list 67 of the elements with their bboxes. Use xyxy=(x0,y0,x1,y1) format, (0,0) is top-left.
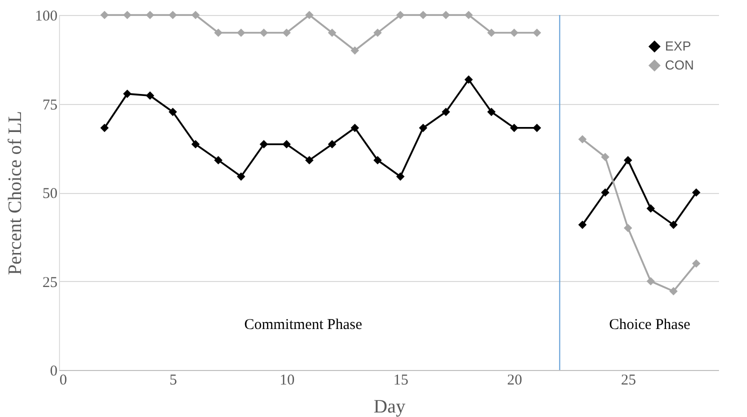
point xyxy=(692,259,700,268)
x-axis-title: Day xyxy=(374,396,406,417)
point xyxy=(692,188,700,197)
y-tick-label: 25 xyxy=(42,274,58,291)
point xyxy=(418,124,428,132)
point xyxy=(236,172,246,181)
point xyxy=(601,188,610,197)
point xyxy=(100,124,109,132)
point xyxy=(123,10,132,20)
x-tick-label: 20 xyxy=(507,372,522,388)
y-tick-label: 100 xyxy=(35,8,58,24)
x-tick-label: 10 xyxy=(280,372,295,388)
legend-label: EXP xyxy=(665,38,692,54)
point xyxy=(578,220,587,229)
point xyxy=(624,224,632,232)
point xyxy=(510,28,518,37)
point xyxy=(510,124,518,132)
point xyxy=(396,10,405,20)
x-tick-label: 25 xyxy=(620,372,636,388)
point xyxy=(646,204,655,213)
y-tick-label: 50 xyxy=(42,186,58,202)
point xyxy=(146,91,154,100)
point xyxy=(669,220,678,229)
point xyxy=(442,10,450,20)
point xyxy=(487,28,496,37)
point xyxy=(373,28,382,37)
point xyxy=(373,156,382,164)
point xyxy=(214,28,222,37)
point xyxy=(601,152,610,162)
point xyxy=(646,277,655,286)
point xyxy=(464,10,473,20)
point xyxy=(487,108,496,116)
y-axis-title: Percent Choice of LL xyxy=(5,110,26,276)
x-tick-label: 15 xyxy=(393,372,408,388)
point xyxy=(260,140,268,148)
point xyxy=(282,140,291,148)
point xyxy=(214,156,222,164)
point xyxy=(418,10,428,20)
point xyxy=(236,28,246,37)
point xyxy=(532,28,542,37)
point xyxy=(100,10,109,20)
point xyxy=(191,10,200,20)
point xyxy=(260,28,268,37)
point xyxy=(624,156,632,164)
point xyxy=(350,46,360,55)
annotation: Commitment Phase xyxy=(244,316,362,333)
point xyxy=(305,156,314,164)
point xyxy=(168,10,177,20)
point xyxy=(328,28,336,37)
point xyxy=(396,172,405,181)
point xyxy=(350,124,360,132)
point xyxy=(464,75,473,84)
point xyxy=(146,10,154,20)
y-tick-label: 75 xyxy=(42,97,58,114)
point xyxy=(669,287,678,296)
point xyxy=(328,140,336,148)
point xyxy=(191,140,200,148)
point xyxy=(282,28,291,37)
point xyxy=(305,10,314,20)
point xyxy=(532,124,542,132)
point xyxy=(442,108,450,116)
annotation: Choice Phase xyxy=(609,316,691,333)
legend-label: CON xyxy=(665,58,694,72)
x-tick-label: 5 xyxy=(170,372,178,388)
point xyxy=(123,90,132,98)
point xyxy=(168,108,177,116)
point xyxy=(578,135,587,144)
